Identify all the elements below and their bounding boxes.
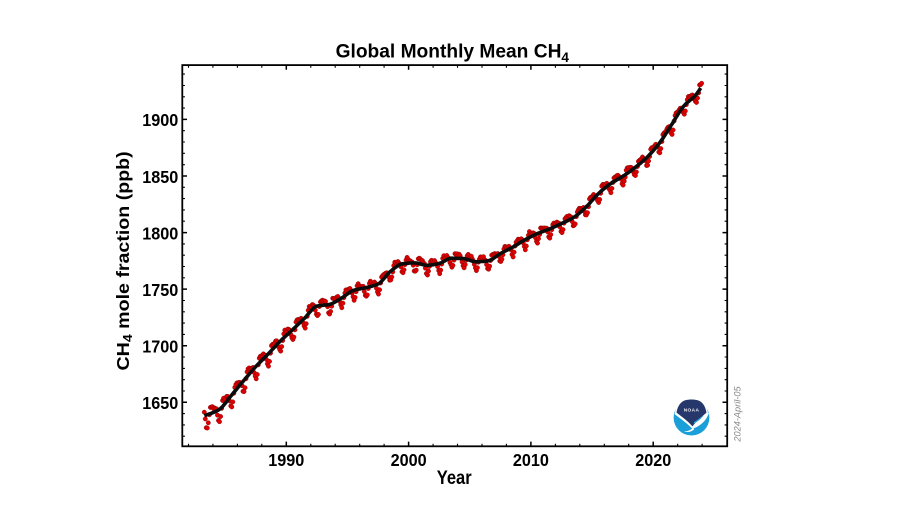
svg-text:2010: 2010 <box>513 450 549 470</box>
svg-text:1800: 1800 <box>142 224 178 244</box>
svg-text:1850: 1850 <box>142 167 178 187</box>
svg-text:Global Monthly Mean CH4: Global Monthly Mean CH4 <box>336 42 570 65</box>
svg-text:1650: 1650 <box>142 393 178 413</box>
svg-text:1900: 1900 <box>142 110 178 130</box>
svg-text:1750: 1750 <box>142 280 178 300</box>
svg-text:CH4 mole fraction (ppb): CH4 mole fraction (ppb) <box>113 151 135 370</box>
svg-text:1990: 1990 <box>268 450 304 470</box>
svg-text:Year: Year <box>437 467 472 488</box>
svg-text:2000: 2000 <box>391 450 427 470</box>
svg-text:1700: 1700 <box>142 337 178 357</box>
svg-text:2024-April-05: 2024-April-05 <box>733 386 743 443</box>
svg-text:2020: 2020 <box>635 450 671 470</box>
svg-text:NOAA: NOAA <box>684 407 700 413</box>
